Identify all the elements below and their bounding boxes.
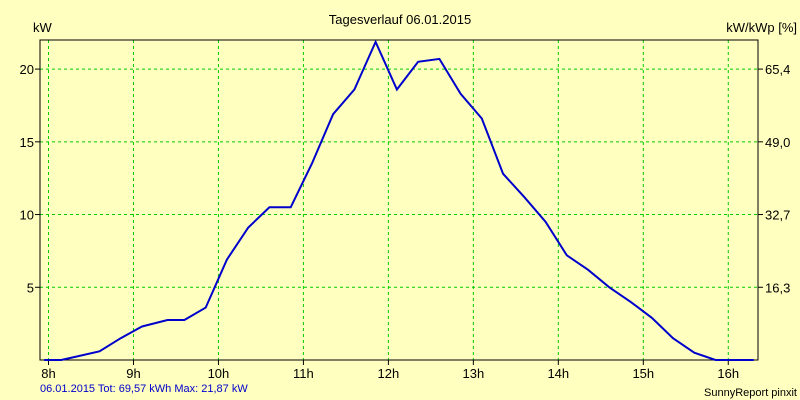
x-tick-label: 14h: [547, 366, 569, 381]
y-tick-label-left: 10: [20, 208, 34, 223]
y-tick-label-right: 32,7: [765, 208, 790, 223]
y-tick-label-right: 65,4: [765, 62, 790, 77]
y-axis-label-right: kW/kWp [%]: [726, 20, 797, 35]
footer-summary: 06.01.2015 Tot: 69,57 kWh Max: 21,87 kW: [40, 383, 248, 395]
x-tick-label: 8h: [41, 366, 55, 381]
x-tick-label: 16h: [717, 366, 739, 381]
x-tick-label: 10h: [208, 366, 230, 381]
series-line: [44, 39, 754, 361]
y-tick-label-right: 49,0: [765, 135, 790, 150]
x-tick-label: 13h: [462, 366, 484, 381]
y-tick-label-left: 20: [20, 62, 34, 77]
tick-labels: 8h 9h 10h 11h 12h 13h 14h 15h 16h 5 16,3 10 32,7 15 49…: [20, 62, 791, 381]
x-tick-label: 9h: [126, 366, 140, 381]
footer-credit: SunnyReport pinxit: [704, 387, 797, 399]
grid: [40, 40, 758, 360]
chart-title: Tagesverlauf 06.01.2015: [329, 12, 471, 27]
plot-area-frame: [39, 39, 759, 361]
y-axis-label-left: kW: [33, 20, 53, 35]
y-tick-label-left: 15: [20, 135, 34, 150]
x-tick-label: 15h: [632, 366, 654, 381]
y-tick-label-right: 16,3: [765, 280, 790, 295]
y-tick-label-left: 5: [27, 280, 34, 295]
x-tick-label: 12h: [378, 366, 400, 381]
x-tick-label: 11h: [293, 366, 314, 381]
